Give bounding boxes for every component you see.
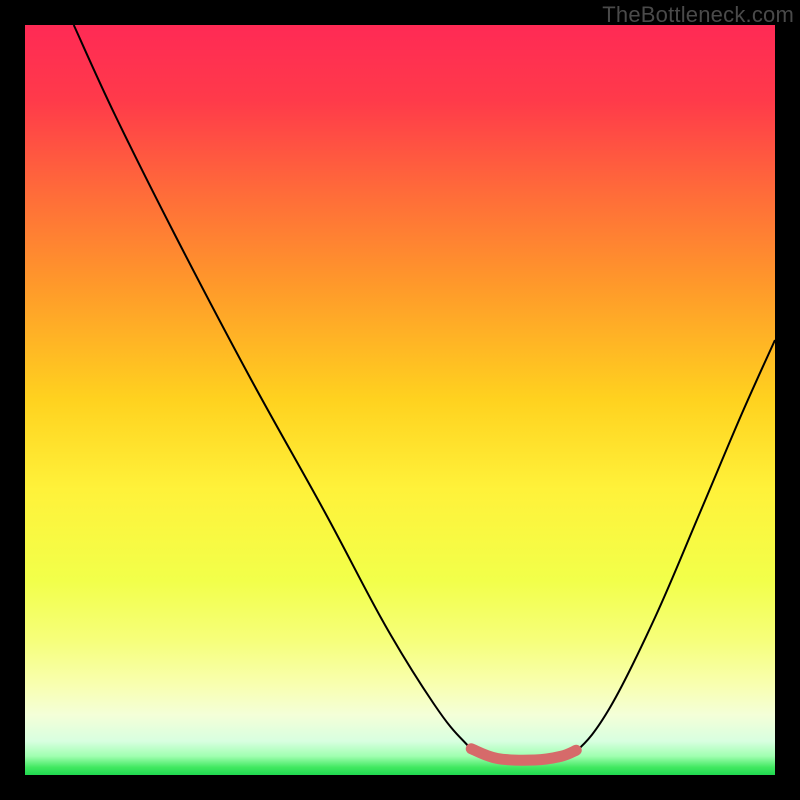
bottleneck-curve-chart: [0, 0, 800, 800]
watermark-text: TheBottleneck.com: [602, 2, 794, 28]
plot-background: [25, 25, 775, 775]
chart-container: TheBottleneck.com: [0, 0, 800, 800]
